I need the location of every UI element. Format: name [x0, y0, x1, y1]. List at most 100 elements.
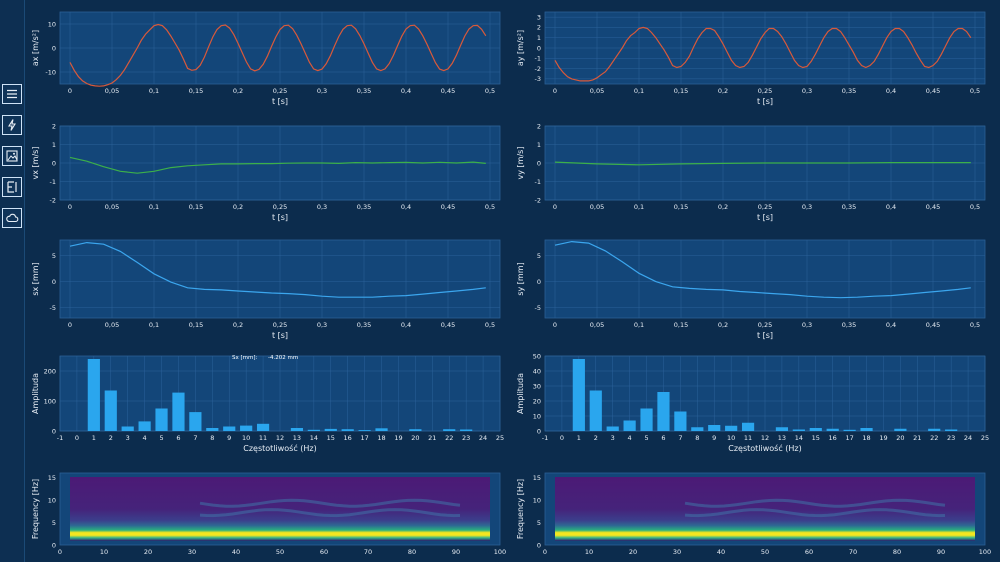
x-tick-label: 0 — [68, 87, 72, 95]
chart-vy: 0 0,05 0,1 0,15 0,2 0,25 0,3 0,35 0,4 0,45 0,5 2 1 0 -… — [516, 122, 986, 222]
bar — [572, 359, 585, 431]
bar — [104, 390, 117, 431]
x-tick-label: 10 — [585, 548, 593, 556]
chart-sy: 0 0,05 0,1 0,15 0,2 0,25 0,3 0,35 0,4 0,45 0,5 5 0 -5… — [516, 239, 986, 340]
x-tick-label: 13 — [293, 434, 301, 442]
x-tick-label: 90 — [452, 548, 460, 556]
y-axis-label: Frequency [Hz] — [31, 479, 40, 539]
cloud-button[interactable] — [2, 208, 22, 228]
x-tick-label: 0,05 — [590, 321, 604, 329]
x-tick-label: 21 — [428, 434, 436, 442]
bar — [708, 425, 721, 431]
x-tick-label: 15 — [812, 434, 820, 442]
x-tick-label: 24 — [479, 434, 487, 442]
x-tick-label: 0,15 — [674, 203, 688, 211]
x-tick-label: 0,15 — [674, 87, 688, 95]
x-tick-label: 0 — [553, 87, 557, 95]
y-axis-label: sx [mm] — [31, 262, 40, 295]
x-tick-label: 0,35 — [842, 87, 856, 95]
series-line — [69, 156, 486, 174]
image-button[interactable] — [2, 146, 22, 166]
bar — [155, 408, 168, 431]
x-tick-label: 6 — [176, 434, 180, 442]
x-tick-label: 80 — [893, 548, 901, 556]
x-tick-label: 0,2 — [718, 87, 728, 95]
export-button[interactable] — [2, 177, 22, 197]
y-tick-label: -1 — [50, 178, 56, 186]
x-tick-label: 0,45 — [926, 203, 940, 211]
y-tick-label: 10 — [533, 496, 541, 504]
x-tick-label: 60 — [805, 548, 813, 556]
bar — [741, 422, 755, 431]
menu-button[interactable] — [2, 84, 22, 104]
x-tick-label: 16 — [344, 434, 352, 442]
x-tick-label: 0,3 — [802, 87, 812, 95]
bar — [640, 408, 653, 431]
x-tick-label: 1 — [92, 434, 96, 442]
y-axis-label: sy [mm] — [516, 262, 525, 295]
x-tick-label: 0,45 — [926, 321, 940, 329]
x-tick-label: 0,4 — [886, 203, 896, 211]
x-tick-label: 24 — [964, 434, 972, 442]
x-tick-label: 4 — [628, 434, 632, 442]
x-tick-label: 9 — [227, 434, 231, 442]
x-tick-label: 0,45 — [441, 87, 455, 95]
bar — [792, 429, 805, 431]
y-tick-label: 2 — [537, 122, 541, 130]
y-axis-label: vx [m/s] — [31, 147, 40, 180]
x-tick-label: 0 — [58, 548, 62, 556]
x-tick-label: 0,3 — [317, 203, 327, 211]
x-tick-label: 0,1 — [149, 203, 159, 211]
x-tick-label: 40 — [717, 548, 725, 556]
x-tick-label: 11 — [259, 434, 267, 442]
tooltip-label: Sx [mm]: — [232, 355, 258, 361]
y-tick-label: -3 — [535, 75, 541, 83]
x-tick-label: 0,45 — [926, 87, 940, 95]
y-tick-label: 0 — [52, 427, 56, 435]
chart-ay: 0 0,05 0,1 0,15 0,2 0,25 0,3 0,35 0,4 0,45 0,5 3 2 1 0… — [516, 11, 986, 106]
x-tick-label: 0,25 — [758, 321, 772, 329]
bar — [860, 428, 873, 431]
series-line — [69, 241, 486, 298]
y-tick-label: 3 — [537, 13, 541, 21]
x-tick-label: 1 — [577, 434, 581, 442]
bar — [443, 429, 456, 431]
x-tick-label: 0,4 — [886, 87, 896, 95]
y-tick-label: 5 — [52, 519, 56, 527]
x-tick-label: 0,2 — [718, 321, 728, 329]
flash-button[interactable] — [2, 115, 22, 135]
bar — [775, 427, 789, 431]
x-tick-label: 60 — [320, 548, 328, 556]
x-tick-label: 0,1 — [149, 87, 159, 95]
x-tick-label: 21 — [913, 434, 921, 442]
x-tick-label: 0,05 — [105, 203, 119, 211]
bar — [809, 428, 822, 431]
bar — [307, 429, 320, 431]
bar — [674, 411, 687, 431]
bar — [206, 428, 219, 431]
y-tick-label: 1 — [537, 34, 541, 42]
x-tick-label: 8 — [210, 434, 214, 442]
x-tick-label: 0 — [560, 434, 564, 442]
bar — [606, 426, 619, 431]
x-tick-label: 0,3 — [802, 203, 812, 211]
bar — [256, 423, 270, 431]
x-tick-label: 23 — [462, 434, 470, 442]
value-tooltip: Sx [mm]: -4.202 mm — [232, 355, 298, 361]
y-tick-label: -2 — [535, 65, 541, 73]
x-tick-label: 0,15 — [189, 203, 203, 211]
y-tick-label: -2 — [535, 196, 541, 204]
x-axis-label: t [s] — [757, 213, 773, 222]
chart-vx: 0 0,05 0,1 0,15 0,2 0,25 0,3 0,35 0,4 0,45 0,5 2 1 0 -… — [31, 122, 501, 222]
y-axis-label: ay [m/s²] — [516, 30, 525, 66]
bar — [725, 425, 738, 431]
x-tick-label: 2 — [594, 434, 598, 442]
x-tick-label: 40 — [232, 548, 240, 556]
x-tick-label: 0,2 — [233, 87, 243, 95]
y-tick-label: 50 — [533, 352, 541, 360]
x-tick-label: 0,5 — [970, 87, 980, 95]
y-tick-label: 0 — [537, 278, 541, 286]
